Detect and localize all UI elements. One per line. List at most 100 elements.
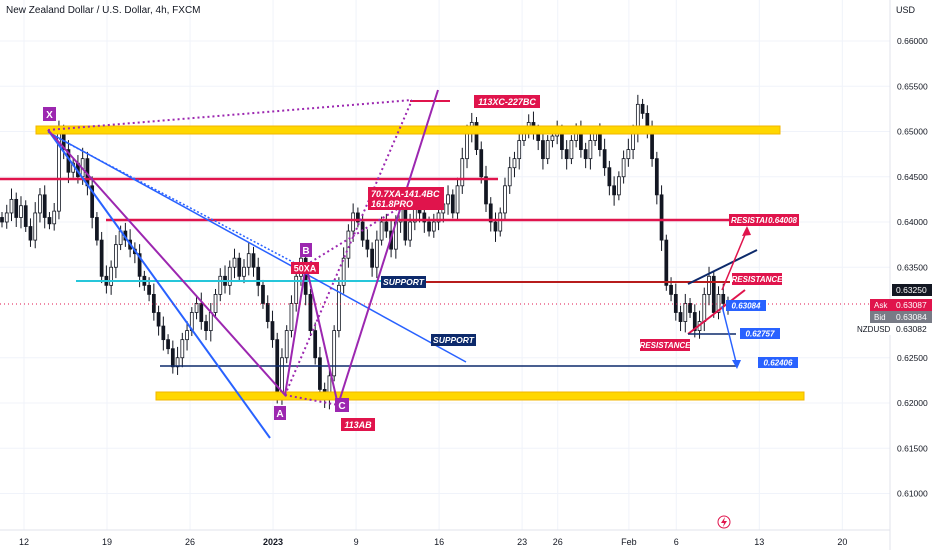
candle	[313, 322, 318, 365]
candle-body	[175, 357, 180, 368]
candles	[0, 94, 730, 410]
candle-body	[289, 303, 294, 332]
candle-body	[616, 176, 621, 196]
candle	[57, 120, 61, 220]
price-ticks: 0.66000 0.65500 0.65000 0.64500 0.64000 0.635…	[897, 36, 928, 499]
candle-body	[408, 221, 412, 241]
candle	[498, 207, 503, 237]
candle-body	[9, 198, 14, 214]
point-c-label: C	[338, 401, 345, 412]
candle	[479, 141, 484, 184]
point-x-label: X	[46, 110, 53, 121]
candle	[474, 117, 479, 156]
pattern-dotted-bd[interactable]	[305, 199, 413, 266]
candle	[47, 212, 52, 230]
pattern-dotted-xb[interactable]	[47, 99, 413, 131]
price-tick-label: 0.65500	[897, 81, 928, 91]
label-resistance-right[interactable]: RESISTANCE	[732, 273, 784, 285]
candle	[569, 135, 574, 165]
bid-label-text: Bid	[874, 313, 886, 322]
label-support-mid[interactable]: SUPPORT	[381, 276, 426, 288]
candle	[199, 292, 204, 330]
point-a[interactable]: A	[274, 406, 286, 420]
time-tick-label: 13	[754, 537, 764, 547]
candle	[237, 252, 242, 282]
label-value-target2[interactable]: 0.62406	[758, 357, 798, 368]
candle	[688, 298, 692, 318]
candle-body	[261, 284, 265, 304]
point-x[interactable]: X	[43, 107, 56, 121]
label-value-target2-text: 0.62406	[764, 359, 793, 368]
label-resistance-top-text: RESISTAI	[731, 216, 768, 225]
candle	[180, 332, 185, 368]
label-support-trend[interactable]: SUPPORT	[431, 334, 476, 346]
candle	[365, 229, 370, 258]
price-axis[interactable]: 0.66000 0.65500 0.65000 0.64500 0.64000 0.635…	[855, 0, 932, 550]
pattern-dotted-ad[interactable]	[284, 99, 413, 396]
candle-body	[545, 140, 550, 160]
candle-body	[607, 167, 612, 187]
candle	[227, 260, 232, 295]
wedge-upper[interactable]	[687, 249, 758, 285]
label-113xc[interactable]: 113XC-227BC	[474, 95, 540, 108]
time-axis[interactable]: 12 19 26 2023 9 16 23 26 Feb 6 13 20	[0, 529, 890, 547]
label-value-target1[interactable]: 0.62757	[740, 328, 780, 339]
candle-body	[488, 203, 493, 223]
drawings: X A B C 50XA 113AB	[0, 89, 890, 529]
point-b[interactable]: B	[300, 243, 312, 257]
candle-body	[4, 212, 9, 223]
label-50xa[interactable]: 50XA	[291, 262, 319, 274]
candle	[308, 288, 313, 337]
candle	[166, 334, 170, 355]
pair-label-text: NZDUSD	[857, 325, 891, 334]
candle	[175, 346, 180, 375]
candle-body	[512, 158, 517, 169]
candle	[374, 230, 379, 279]
candle-body	[19, 205, 23, 218]
candle-body	[356, 212, 360, 223]
candle-body	[673, 293, 678, 313]
candle-body	[716, 293, 721, 313]
label-113xc-text: 113XC-227BC	[478, 97, 536, 107]
candle-body	[692, 312, 697, 332]
candle-body	[185, 330, 189, 341]
pair-value-text: 0.63082	[896, 324, 927, 334]
resistance-zone[interactable]	[35, 125, 781, 135]
label-fib[interactable]: 70.7XA-141.4BC 161.8PRO	[368, 187, 444, 210]
blue-trendline-2[interactable]	[47, 131, 467, 363]
candle	[218, 268, 223, 302]
blue-dotted-line[interactable]	[51, 134, 309, 271]
label-resistance-low[interactable]: RESISTANCE	[640, 339, 692, 351]
candle	[503, 177, 507, 220]
projection-down[interactable]	[721, 305, 738, 367]
point-c[interactable]: C	[335, 398, 349, 412]
candle-body	[460, 158, 465, 187]
pattern-dotted-ac[interactable]	[284, 394, 339, 406]
candle-body	[507, 167, 512, 187]
support-zone[interactable]	[155, 391, 805, 401]
candle	[318, 346, 322, 398]
candle	[588, 131, 593, 170]
label-value-current[interactable]: 0.63084	[726, 300, 766, 311]
candle-body	[450, 194, 455, 214]
candle	[33, 202, 38, 249]
time-tick-label: 23	[517, 537, 527, 547]
candle-body	[654, 158, 659, 196]
label-resistance-top[interactable]: RESISTAI 0.64008	[729, 214, 799, 226]
lightning-icon[interactable]	[717, 515, 731, 529]
xabc-pattern[interactable]	[47, 129, 339, 406]
projection-up[interactable]	[721, 229, 748, 291]
wedge-lower[interactable]	[687, 289, 746, 335]
pattern-line-c-up[interactable]	[337, 89, 439, 406]
ask-badge: Ask 0.63087	[870, 299, 932, 311]
candle-body	[664, 239, 669, 286]
label-support-mid-text: SUPPORT	[383, 277, 425, 287]
blue-trendline-1[interactable]	[47, 129, 271, 439]
candle-body	[147, 284, 151, 295]
candle-body	[493, 221, 498, 232]
label-113ab[interactable]: 113AB	[341, 418, 375, 431]
candle-body	[308, 293, 313, 331]
candle-body	[156, 312, 161, 327]
